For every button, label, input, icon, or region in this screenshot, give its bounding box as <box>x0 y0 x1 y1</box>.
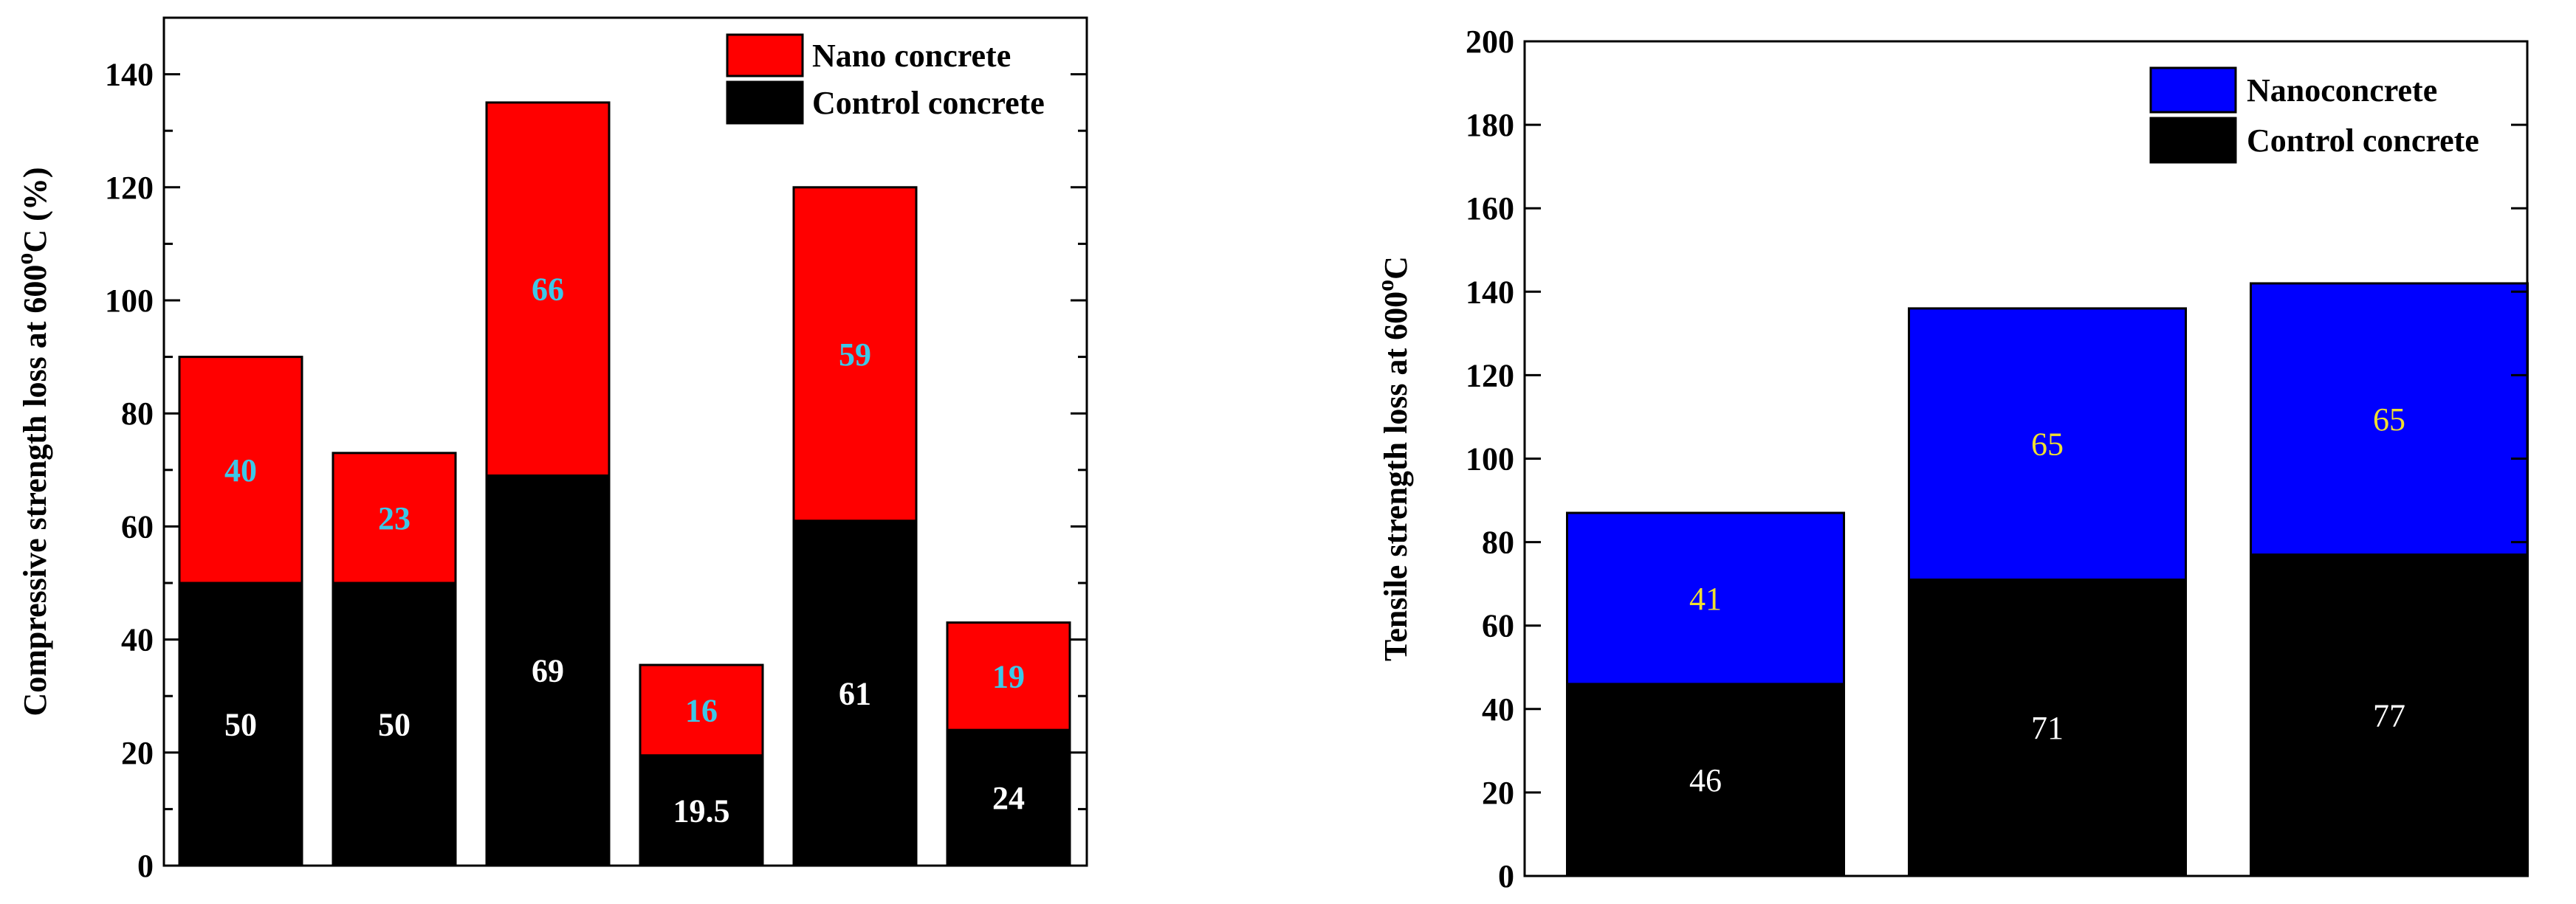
bar-value-label: 61 <box>839 675 871 711</box>
y-tick-label: 0 <box>137 848 154 884</box>
bar-value-label: 40 <box>224 452 257 489</box>
y-tick-label: 60 <box>121 508 154 545</box>
bar-value-label: 41 <box>1689 581 1722 617</box>
bar-value-label: 50 <box>224 707 257 743</box>
y-tick-label: 120 <box>1466 357 1514 393</box>
bar-value-label: 66 <box>532 272 564 308</box>
y-tick-label: 100 <box>105 283 154 319</box>
bar-value-label: 65 <box>2031 427 2064 463</box>
y-axis-title: Compressive strength loss at 600oC (%) <box>11 167 53 716</box>
y-tick-label: 200 <box>1466 24 1514 60</box>
bar-nano-3 <box>485 101 611 477</box>
bar-value-label: 19 <box>992 658 1025 694</box>
legend-entry: Nanoconcrete <box>2247 72 2437 108</box>
bar-control-2 <box>1908 578 2187 877</box>
y-tick-label: 120 <box>105 170 154 206</box>
bar-value-label: 71 <box>2031 710 2064 746</box>
chart-2: 46 41 71 65 77 65 0 20 40 60 80 100 120 140 160 180 200 T… <box>1372 24 2529 894</box>
chart-1: 50 40 50 23 69 66 19.5 16 61 59 24 19 0 20 40 60 80 100 12… <box>11 16 1088 884</box>
y-tick-label: 60 <box>1482 608 1514 644</box>
y-tick-label: 80 <box>1482 525 1514 561</box>
legend-entry: Control concrete <box>2247 123 2479 159</box>
bar-value-label: 77 <box>2373 697 2405 734</box>
bar-control-1 <box>178 582 303 867</box>
y-tick-label: 20 <box>1482 775 1514 811</box>
bar-value-label: 69 <box>532 653 564 689</box>
bar-nano-4 <box>639 663 764 757</box>
legend-swatch <box>726 80 804 125</box>
legend-entry: Control concrete <box>812 85 1045 121</box>
bar-nano-2 <box>1908 307 2187 581</box>
bar-nano-6 <box>946 621 1071 731</box>
y-tick-label: 40 <box>1482 691 1514 728</box>
bar-control-3 <box>485 474 611 867</box>
y-tick-label: 180 <box>1466 107 1514 143</box>
bar-nano-1 <box>1566 511 1845 686</box>
bar-value-label: 65 <box>2373 401 2405 438</box>
bar-nano-2 <box>332 452 457 584</box>
legend-swatch <box>726 33 804 77</box>
bar-value-label: 16 <box>685 692 718 728</box>
bar-nano-5 <box>792 186 918 522</box>
bar-value-label: 46 <box>1689 762 1722 798</box>
bar-control-3 <box>2250 553 2529 877</box>
legend: Nano concrete Control concrete <box>726 33 1045 125</box>
y-tick-label: 140 <box>1466 274 1514 310</box>
y-tick-label: 80 <box>121 396 154 432</box>
legend-swatch <box>2149 66 2237 114</box>
bar-value-label: 24 <box>992 780 1025 816</box>
y-axis-title: Tensile strength loss at 600oC <box>1372 256 1414 661</box>
y-tick-label: 0 <box>1498 858 1514 894</box>
bar-value-label: 50 <box>378 707 411 743</box>
legend: Nanoconcrete Control concrete <box>2149 66 2479 164</box>
legend-entry: Nano concrete <box>812 38 1011 74</box>
y-tick-label: 40 <box>121 622 154 658</box>
y-tick-label: 160 <box>1466 190 1514 227</box>
bar-value-label: 19.5 <box>673 793 730 829</box>
y-tick-label: 100 <box>1466 441 1514 477</box>
legend-swatch <box>2149 117 2237 164</box>
bar-nano-1 <box>178 356 303 584</box>
y-tick-label: 140 <box>105 57 154 93</box>
y-tick-label: 20 <box>121 735 154 771</box>
bar-nano-3 <box>2250 282 2529 556</box>
bar-value-label: 23 <box>378 500 411 536</box>
plot-frame <box>162 16 1088 867</box>
bar-control-6 <box>946 728 1071 867</box>
bar-value-label: 59 <box>839 337 871 373</box>
